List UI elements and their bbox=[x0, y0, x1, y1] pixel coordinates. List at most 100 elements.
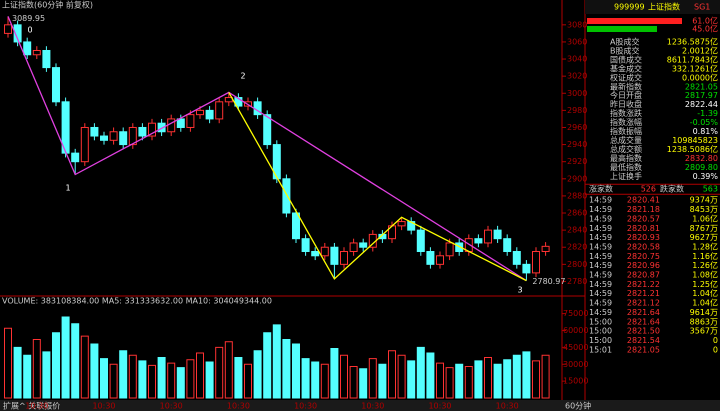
volume-bar bbox=[244, 363, 252, 399]
trade-volume: 1.25亿 bbox=[692, 279, 718, 289]
candle-body bbox=[426, 251, 435, 265]
candle-body bbox=[90, 126, 99, 137]
candle-body bbox=[23, 41, 32, 56]
dec-label: 跌家数 bbox=[660, 184, 684, 194]
volume-bar bbox=[90, 343, 99, 399]
trade-volume: 8863万 bbox=[690, 317, 718, 326]
row-value: 332.1261亿 bbox=[672, 63, 718, 73]
trade-price: 2820.75 bbox=[627, 252, 660, 261]
candle-body bbox=[522, 263, 531, 274]
candle-body bbox=[167, 118, 176, 133]
candle-body bbox=[330, 246, 339, 265]
candle-body bbox=[484, 229, 492, 244]
trade-volume: 1.16亿 bbox=[692, 251, 718, 261]
y-tick-label: 2840 bbox=[567, 226, 587, 235]
volume-bar bbox=[42, 351, 51, 399]
sell-bar-label: 45.0亿 bbox=[692, 24, 718, 34]
row-label: 国债成交 bbox=[610, 54, 642, 64]
trade-time: 14:59 bbox=[589, 261, 612, 270]
candle-body bbox=[282, 178, 291, 214]
row-label: 总成交量 bbox=[610, 135, 642, 145]
trade-volume: 0 bbox=[713, 345, 718, 354]
candle-body bbox=[42, 49, 51, 69]
candle-body bbox=[176, 118, 185, 128]
candle-body bbox=[493, 229, 502, 240]
candle-body bbox=[436, 255, 444, 265]
volume-bar bbox=[397, 354, 406, 399]
candle-body bbox=[359, 242, 368, 248]
row-label: B股成交 bbox=[610, 45, 640, 55]
trade-time: 14:59 bbox=[589, 224, 612, 233]
trade-volume: 9374万 bbox=[690, 196, 718, 205]
period[interactable]: 60分钟 bbox=[565, 401, 591, 411]
trade-price: 2820.81 bbox=[627, 224, 660, 233]
candle-body bbox=[205, 109, 214, 120]
v-tick-label: 60000 bbox=[563, 326, 588, 335]
y-tick-label: 3040 bbox=[567, 55, 587, 64]
volume-bar bbox=[176, 367, 185, 399]
volume-bar bbox=[407, 360, 416, 399]
buy-bar-label: 61.0亿 bbox=[692, 16, 718, 26]
candle-body bbox=[100, 135, 108, 141]
volume-bar bbox=[234, 357, 243, 399]
y-tick-label: 3060 bbox=[567, 37, 587, 46]
trade-price: 2821.21 bbox=[627, 289, 660, 298]
y-tick-label: 2780 bbox=[567, 277, 587, 286]
volume-bar bbox=[13, 346, 22, 399]
sell-bar bbox=[587, 26, 657, 32]
volume-bar bbox=[71, 323, 80, 399]
candle-body bbox=[148, 122, 156, 137]
footer-left[interactable]: 扩展^ 关联报价 bbox=[3, 401, 60, 411]
trade-price: 2820.93 bbox=[627, 233, 660, 242]
volume-bar bbox=[292, 343, 300, 399]
row-label: 基金成交 bbox=[610, 63, 642, 73]
trade-time: 15:00 bbox=[589, 327, 612, 336]
volume-bar bbox=[157, 357, 166, 399]
candle-body bbox=[138, 126, 147, 137]
row-label: 最新指数 bbox=[610, 81, 642, 91]
x-label: 10:30 bbox=[361, 402, 384, 411]
trade-time: 15:00 bbox=[589, 336, 612, 345]
trade-time: 14:59 bbox=[589, 280, 612, 289]
trade-time: 14:59 bbox=[589, 271, 612, 280]
y-tick-label: 2960 bbox=[567, 123, 587, 132]
v-tick-label: 75000 bbox=[563, 309, 588, 318]
volume-bar bbox=[522, 351, 531, 399]
candle-body bbox=[445, 242, 454, 257]
trade-price: 2821.05 bbox=[627, 345, 660, 354]
trade-price: 2820.41 bbox=[627, 196, 660, 205]
volume-bar bbox=[359, 368, 368, 399]
y-tick-label: 2860 bbox=[567, 209, 587, 218]
volume-bar bbox=[23, 354, 32, 399]
candle-body bbox=[311, 251, 320, 257]
volume-bar bbox=[196, 352, 204, 399]
x-label: 10:30 bbox=[428, 402, 451, 411]
dec: 563 bbox=[703, 185, 718, 194]
candle-body bbox=[196, 109, 204, 116]
volume-bar bbox=[512, 354, 521, 399]
trade-time: 14:59 bbox=[589, 289, 612, 298]
trade-volume: 1.26亿 bbox=[692, 260, 718, 270]
volume-bar bbox=[426, 352, 435, 399]
candle-body bbox=[224, 97, 233, 103]
y-tick-label: 2880 bbox=[567, 191, 587, 200]
row-label: 总成交额 bbox=[610, 144, 642, 154]
row-label: 昨日收盘 bbox=[610, 99, 642, 109]
row-value: 0.39% bbox=[693, 172, 719, 181]
volume-bar bbox=[455, 363, 464, 399]
candle-body bbox=[71, 152, 80, 163]
trade-volume: 8453万 bbox=[690, 205, 718, 214]
trade-volume: 3567万 bbox=[690, 327, 718, 336]
volume-bar bbox=[484, 357, 492, 399]
row-label: 指数涨幅 bbox=[610, 117, 642, 127]
volume-bar bbox=[349, 366, 358, 399]
candle-body bbox=[320, 246, 329, 257]
wave-label: 0 bbox=[27, 26, 32, 35]
y-tick-label: 2820 bbox=[567, 243, 587, 252]
trade-volume: 1.04亿 bbox=[692, 298, 718, 308]
trade-price: 2821.50 bbox=[627, 327, 660, 336]
x-label: 10:30 bbox=[294, 402, 317, 411]
volume-bar bbox=[119, 350, 128, 399]
chart-title: 上证指数(60分钟 前复权) bbox=[2, 0, 93, 10]
trade-price: 2821.54 bbox=[627, 336, 660, 345]
